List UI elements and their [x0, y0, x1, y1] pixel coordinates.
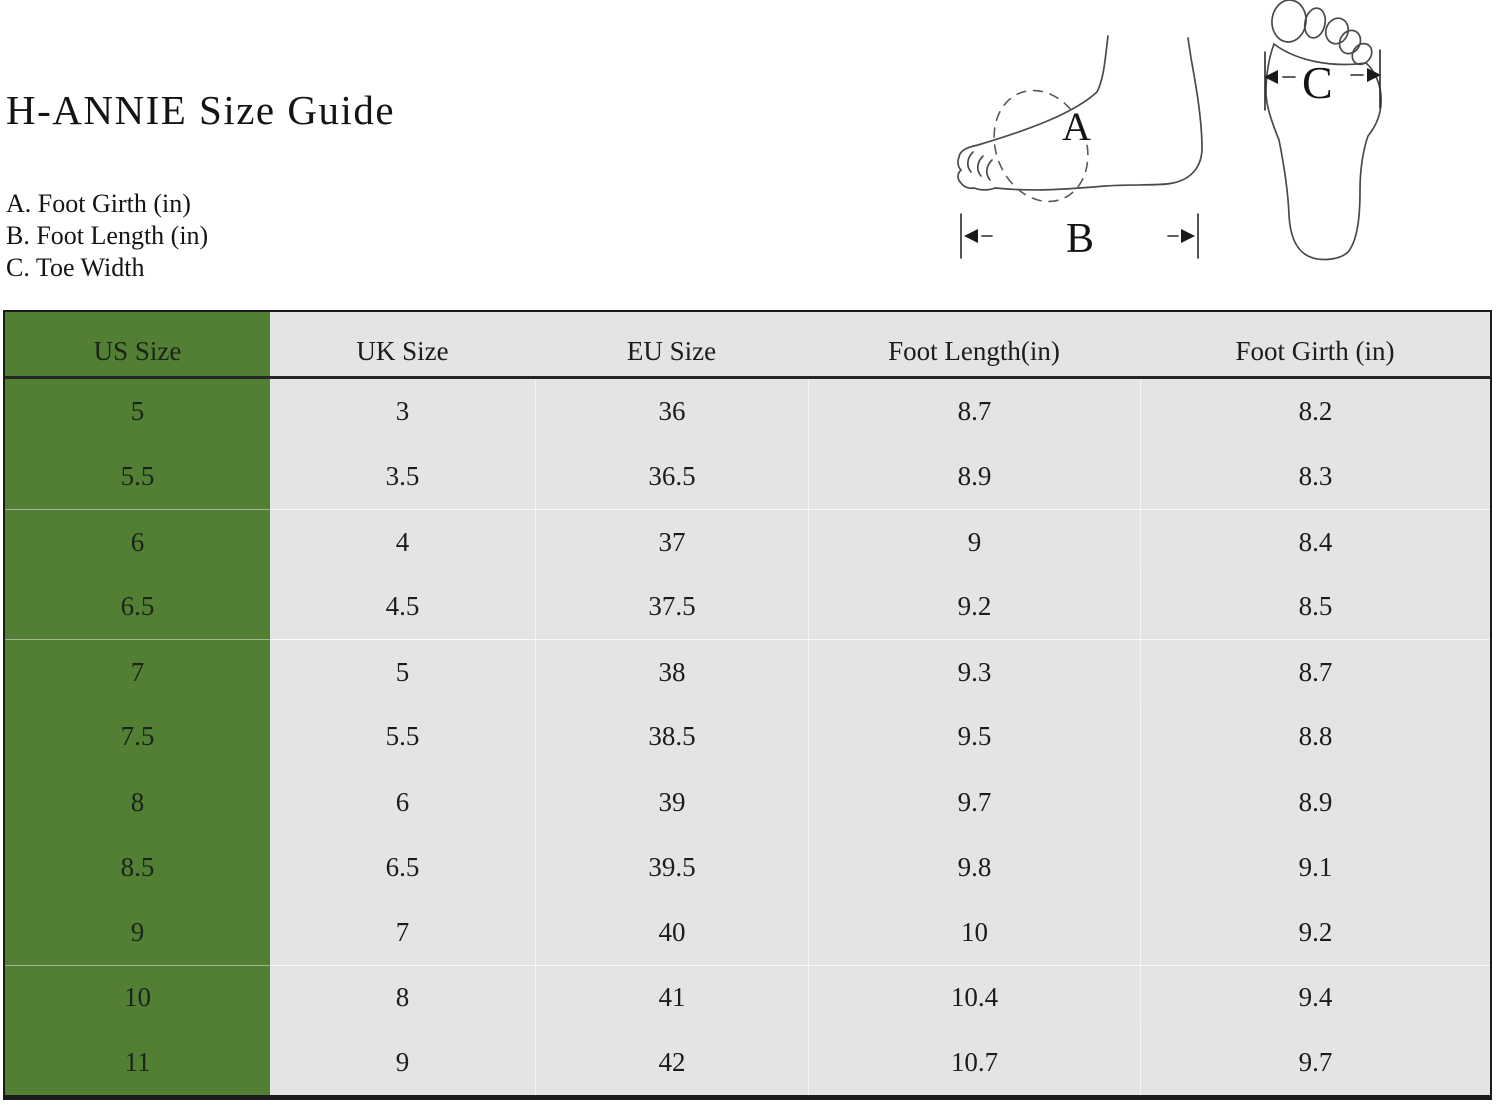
- size-cell: 4: [270, 509, 535, 574]
- side-foot-diagram: A B: [957, 35, 1203, 262]
- label-b: B: [1066, 216, 1094, 262]
- us-size-cell: 10: [5, 964, 270, 1030]
- header-cell-uk-size: UK Size: [270, 312, 535, 379]
- size-cell: 10.4: [808, 964, 1140, 1030]
- size-cell: 9.5: [808, 704, 1140, 770]
- size-table: US Size UK Size EU Size Foot Length(in) …: [3, 310, 1492, 1100]
- size-cell: 36.5: [535, 444, 808, 510]
- arrow-left-icon: [964, 229, 978, 243]
- size-cell: 36: [535, 379, 808, 445]
- size-cell: 10.7: [808, 1029, 1140, 1095]
- us-size-cell: 9: [5, 899, 270, 965]
- size-cell: 3.5: [385, 461, 420, 492]
- size-cell: 38: [535, 639, 808, 705]
- size-cell: 9.1: [1140, 834, 1490, 900]
- legend-item-toe-width: C. Toe Width: [6, 253, 145, 282]
- size-cell: 9.2: [808, 574, 1140, 640]
- header-cell-us-size: US Size: [5, 312, 270, 379]
- legend-item-foot-length: B. Foot Length (in): [6, 221, 209, 250]
- size-cell: 37: [535, 509, 808, 575]
- size-cell: 5.5: [385, 721, 420, 752]
- size-cell: 8.4: [1140, 509, 1490, 575]
- us-size-cell: 8: [5, 769, 270, 835]
- size-cell: 40: [535, 899, 808, 965]
- us-size-cell: 6: [5, 509, 270, 575]
- header-cell-eu-size: EU Size: [535, 312, 808, 379]
- girth-dashed-ellipse: [993, 89, 1089, 203]
- size-cell: 8.3: [1140, 444, 1490, 510]
- size-cell: 9.4: [1140, 964, 1490, 1030]
- us-size-cell: 5: [5, 379, 270, 445]
- size-cell: 8.7: [808, 379, 1140, 445]
- size-cell: 6: [395, 786, 410, 817]
- us-size-cell: 8.5: [5, 834, 270, 900]
- size-cell: 9.3: [808, 639, 1140, 705]
- header-cell-foot-girth: Foot Girth (in): [1140, 312, 1490, 379]
- size-cell: 9.7: [808, 769, 1140, 835]
- size-cell: 7: [395, 916, 410, 947]
- size-cell: 8.2: [1140, 379, 1490, 445]
- size-cell: 9.2: [1140, 899, 1490, 965]
- header-cell-foot-length: Foot Length(in): [808, 312, 1140, 379]
- us-size-cell: 5.5: [5, 444, 270, 510]
- legend-item-foot-girth: A. Foot Girth (in): [6, 189, 191, 218]
- size-cell: 39: [535, 769, 808, 835]
- size-cell: 8: [270, 964, 535, 1030]
- size-cell: 37.5: [535, 574, 808, 640]
- toe-width-measurement: [1264, 49, 1381, 111]
- label-a: A: [1062, 104, 1091, 149]
- size-cell: 9.8: [808, 834, 1140, 900]
- foot-measurement-diagrams: A B C: [940, 0, 1500, 290]
- us-size-cell: 7: [5, 639, 270, 705]
- size-cell: 8.7: [1140, 639, 1490, 705]
- size-cell: 9.7: [1140, 1029, 1490, 1095]
- size-cell: 8.8: [1140, 704, 1490, 770]
- size-cell: 9: [395, 1046, 410, 1077]
- size-cell: 6.5: [385, 851, 420, 882]
- size-cell: 39.5: [535, 834, 808, 900]
- size-cell: 5: [270, 639, 535, 704]
- size-cell: 42: [535, 1029, 808, 1095]
- page-title: H-ANNIE Size Guide: [6, 87, 396, 133]
- us-size-cell: 11: [5, 1029, 270, 1095]
- arrow-right-icon: [1181, 229, 1195, 243]
- arrow-left-icon: [1264, 70, 1278, 84]
- size-cell: 10: [808, 899, 1140, 965]
- sole-foot-diagram: C: [1264, 0, 1382, 261]
- size-cell: 8.9: [808, 444, 1140, 510]
- length-measurement: [960, 213, 1199, 259]
- us-size-cell: 7.5: [5, 704, 270, 770]
- label-c: C: [1302, 57, 1333, 108]
- size-cell: 8.9: [1140, 769, 1490, 835]
- size-cell: 4.5: [385, 591, 420, 622]
- size-cell: 41: [535, 964, 808, 1030]
- size-cell: 3: [395, 396, 410, 427]
- us-size-cell: 6.5: [5, 574, 270, 640]
- size-cell: 8.5: [1140, 574, 1490, 640]
- size-cell: 38.5: [535, 704, 808, 770]
- size-cell: 9: [808, 509, 1140, 575]
- arrow-right-icon: [1367, 68, 1381, 82]
- measurement-legend: A. Foot Girth (in) B. Foot Length (in) C…: [6, 188, 208, 284]
